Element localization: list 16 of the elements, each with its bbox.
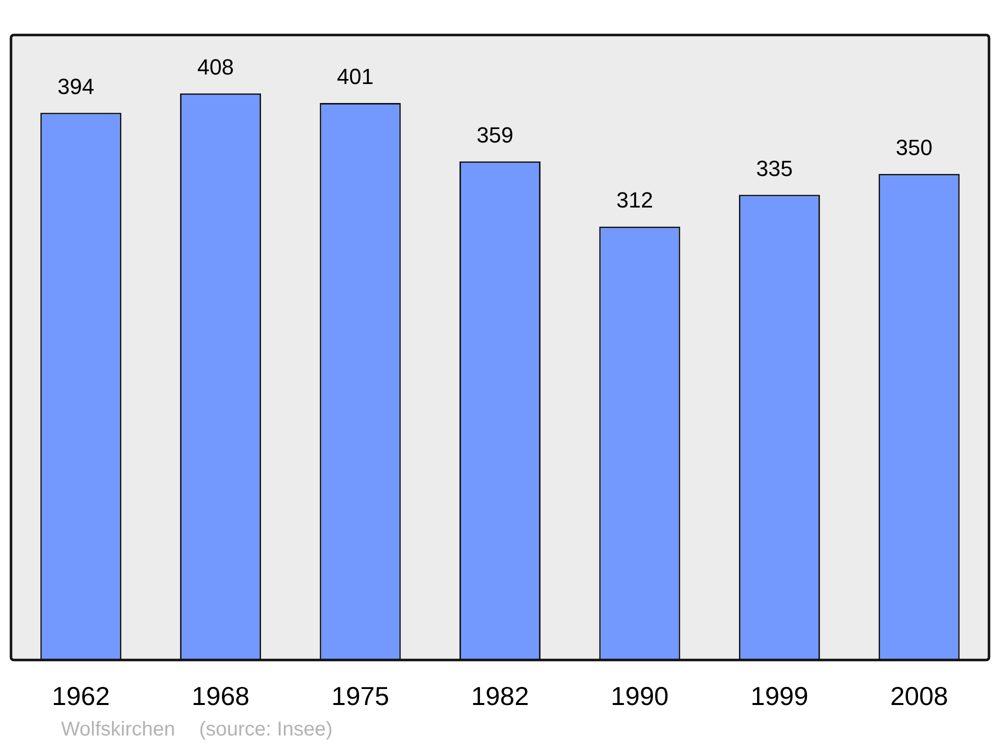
x-tick-label: 2008 (890, 680, 948, 711)
data-label: 335 (756, 156, 793, 181)
data-label: 359 (476, 122, 514, 148)
text: (source: Insee) (199, 718, 332, 741)
data-label: 350 (896, 134, 932, 160)
x-tick-label: 1982 (471, 680, 529, 711)
x-tick-label: 1999 (750, 680, 808, 711)
data-label: 312 (616, 188, 654, 213)
data-label: 394 (58, 74, 94, 99)
data-label: 408 (197, 54, 234, 80)
x-tick-label: 1962 (52, 680, 110, 711)
data-label: 401 (336, 64, 374, 90)
x-tick-label: 1975 (331, 680, 390, 711)
text: Wolfskirchen (61, 718, 176, 741)
x-tick-label: 1990 (610, 680, 669, 711)
x-tick-label: 1968 (192, 680, 250, 711)
